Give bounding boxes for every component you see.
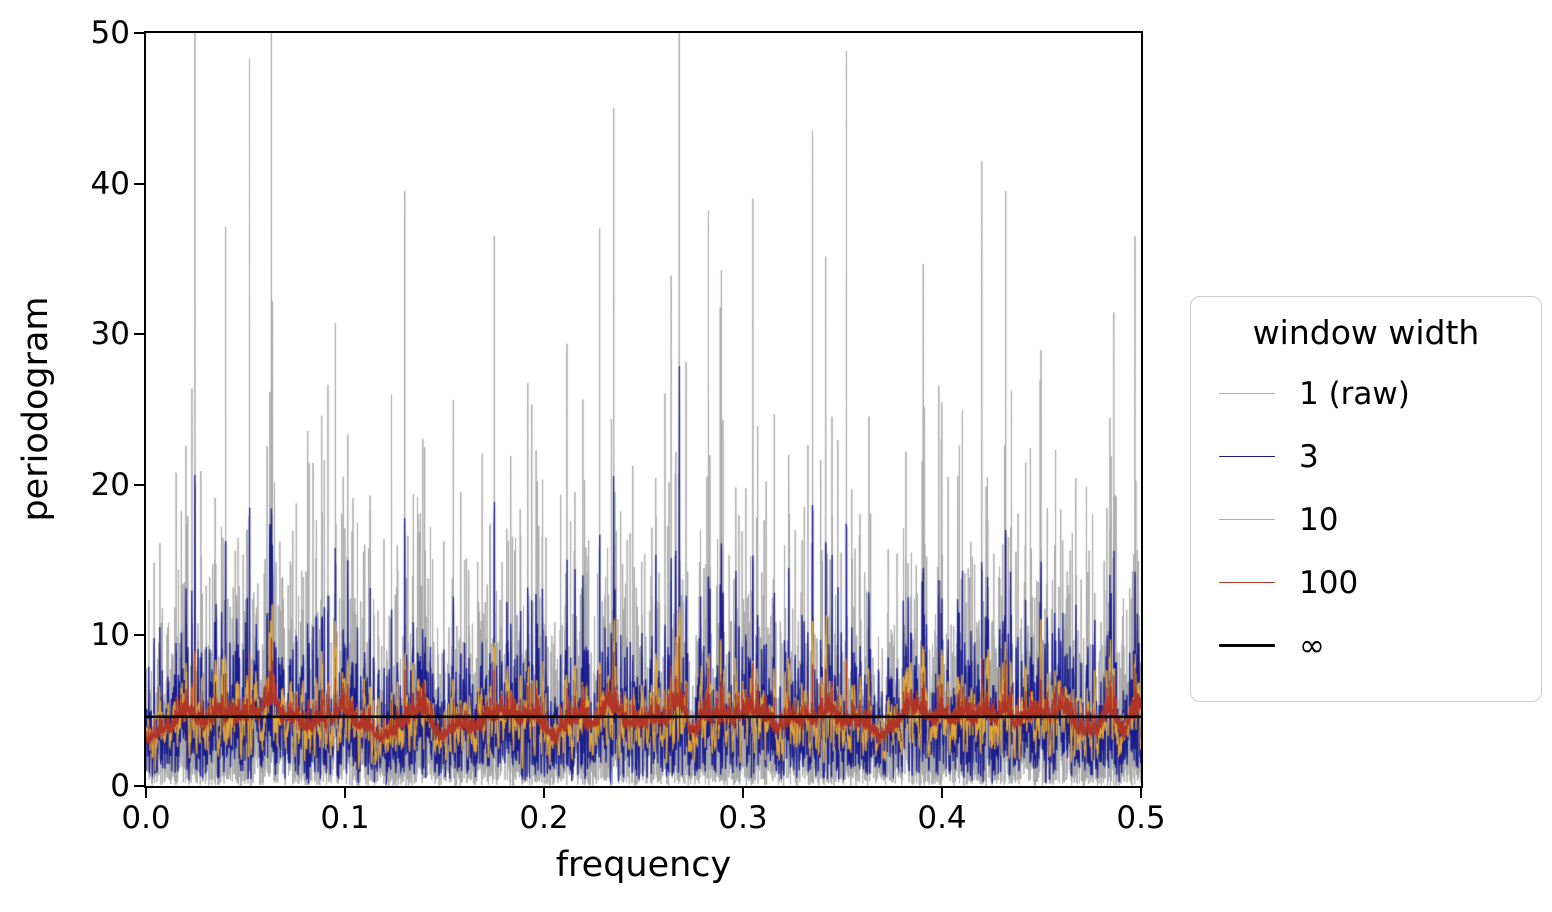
y-tick-mark (134, 483, 144, 486)
x-tick-mark (145, 788, 147, 798)
plot-area (144, 31, 1143, 788)
x-tick-label: 0.3 (718, 800, 768, 836)
y-tick-label: 20 (90, 466, 130, 503)
y-tick-label: 50 (90, 15, 130, 51)
legend-title: window width (1252, 313, 1480, 352)
y-tick-label: 10 (90, 617, 130, 654)
legend-entry-label: 1 (raw) (1299, 375, 1410, 412)
y-tick-mark (134, 785, 144, 787)
x-tick-label: 0.2 (519, 800, 569, 836)
x-axis-label: frequency (555, 845, 732, 885)
legend: window width 1 (raw) 3 10 100 ∞ (1190, 296, 1542, 702)
legend-entry-label: ∞ (1299, 627, 1325, 664)
periodogram-canvas (146, 33, 1141, 786)
y-tick-label: 0 (110, 768, 130, 804)
x-tick-mark (941, 788, 943, 798)
x-tick-label: 0.1 (320, 800, 370, 836)
legend-line-swatch (1219, 392, 1275, 395)
legend-line-swatch (1219, 581, 1275, 584)
x-tick-mark (344, 788, 346, 798)
legend-line-swatch (1219, 455, 1275, 458)
x-tick-label: 0.4 (917, 800, 967, 836)
y-tick-mark (134, 333, 144, 336)
y-tick-label: 40 (90, 165, 130, 202)
legend-line-swatch (1219, 518, 1275, 521)
x-tick-label: 0.0 (121, 800, 171, 836)
legend-entry: 3 (1191, 425, 1541, 488)
legend-entry-label: 3 (1299, 438, 1319, 475)
legend-entry-label: 100 (1299, 564, 1359, 601)
legend-entry: ∞ (1191, 614, 1541, 677)
legend-entry-label: 10 (1299, 501, 1339, 538)
legend-entry: 1 (raw) (1191, 362, 1541, 425)
y-tick-label: 30 (90, 316, 130, 353)
legend-entry: 100 (1191, 551, 1541, 614)
legend-entry: 10 (1191, 488, 1541, 551)
y-tick-mark (134, 32, 144, 34)
x-tick-label: 0.5 (1116, 800, 1166, 836)
x-tick-mark (543, 788, 545, 798)
y-tick-mark (134, 634, 144, 637)
legend-line-swatch (1219, 643, 1275, 648)
x-tick-mark (742, 788, 744, 798)
legend-entries: 1 (raw) 3 10 100 ∞ (1191, 362, 1541, 677)
x-tick-mark (1140, 788, 1142, 798)
y-tick-mark (134, 182, 144, 185)
